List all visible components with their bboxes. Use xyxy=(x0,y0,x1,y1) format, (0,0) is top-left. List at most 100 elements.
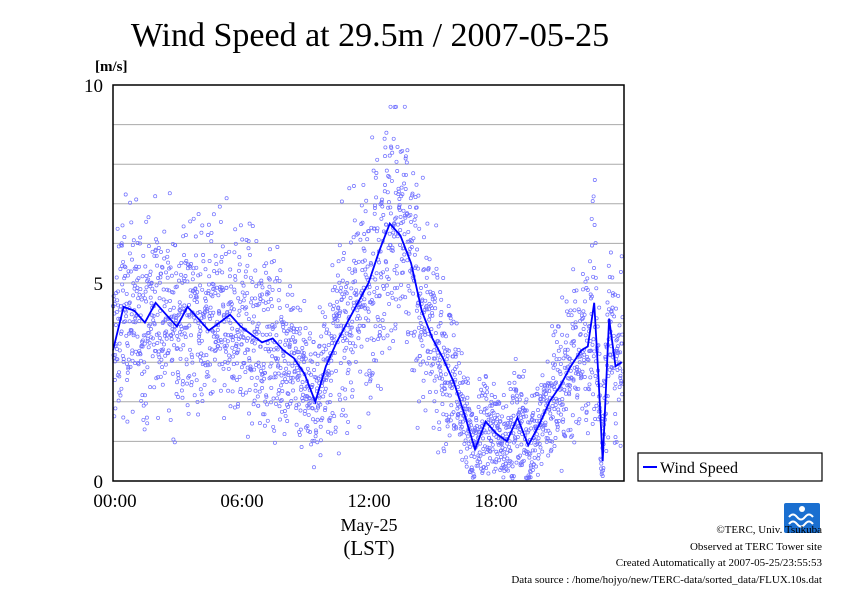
scatter-point xyxy=(512,380,517,385)
scatter-point xyxy=(423,408,428,413)
scatter-point xyxy=(571,267,576,272)
scatter-point xyxy=(485,390,490,395)
scatter-point xyxy=(120,223,125,228)
scatter-point xyxy=(314,430,319,435)
scatter-point xyxy=(156,276,161,280)
scatter-point xyxy=(349,286,354,291)
scatter-point xyxy=(218,388,223,393)
scatter-point xyxy=(539,461,544,466)
scatter-point xyxy=(228,267,233,272)
scatter-point xyxy=(256,360,261,365)
scatter-point xyxy=(265,290,270,295)
scatter-point xyxy=(284,331,289,336)
scatter-point xyxy=(413,214,418,219)
scatter-point xyxy=(308,352,313,357)
scatter-point xyxy=(258,296,263,301)
scatter-point xyxy=(288,379,293,384)
scatter-point xyxy=(138,352,143,357)
scatter-point xyxy=(367,368,372,373)
scatter-point xyxy=(267,324,272,329)
scatter-point xyxy=(422,326,427,331)
scatter-point xyxy=(378,386,383,391)
scatter-point xyxy=(129,328,134,333)
scatter-point xyxy=(432,399,437,404)
scatter-point xyxy=(304,393,309,398)
scatter-point xyxy=(207,346,212,351)
scatter-point xyxy=(161,297,166,302)
scatter-point xyxy=(565,347,570,352)
scatter-point xyxy=(469,423,474,428)
scatter-point xyxy=(352,267,357,272)
scatter-point xyxy=(198,387,203,392)
scatter-point xyxy=(210,281,215,286)
scatter-point xyxy=(190,277,195,282)
scatter-point xyxy=(306,412,311,417)
scatter-point xyxy=(354,292,359,297)
scatter-point xyxy=(376,337,381,342)
scatter-point xyxy=(195,310,200,315)
y-tick-label: 0 xyxy=(94,472,104,493)
scatter-point xyxy=(517,410,522,415)
scatter-point xyxy=(142,360,147,365)
scatter-point xyxy=(582,352,587,357)
scatter-point xyxy=(138,358,143,363)
scatter-point xyxy=(315,417,320,422)
scatter-point xyxy=(275,396,280,401)
scatter-point xyxy=(123,319,128,324)
scatter-point xyxy=(177,308,182,312)
scatter-point xyxy=(507,444,512,449)
scatter-point xyxy=(417,315,422,320)
scatter-point xyxy=(239,342,244,347)
scatter-point xyxy=(311,417,315,422)
scatter-point xyxy=(362,297,367,302)
scatter-point xyxy=(363,209,368,214)
scatter-point xyxy=(300,396,305,401)
scatter-point xyxy=(158,275,163,280)
scatter-point xyxy=(144,415,149,420)
scatter-point xyxy=(575,365,579,369)
scatter-point xyxy=(331,321,336,326)
scatter-point xyxy=(121,259,126,264)
scatter-point xyxy=(138,287,143,292)
scatter-point xyxy=(381,270,385,275)
scatter-point xyxy=(605,300,610,305)
scatter-point xyxy=(524,414,529,419)
scatter-point xyxy=(182,303,187,308)
scatter-point xyxy=(175,370,180,375)
scatter-point xyxy=(443,372,448,377)
scatter-point xyxy=(329,378,333,383)
scatter-point xyxy=(560,402,565,407)
scatter-point xyxy=(261,307,266,312)
scatter-point xyxy=(162,256,167,261)
scatter-point xyxy=(142,427,147,432)
scatter-point xyxy=(378,333,383,338)
scatter-point xyxy=(395,169,400,173)
scatter-point xyxy=(433,306,438,311)
scatter-point xyxy=(445,353,450,358)
scatter-point xyxy=(264,261,269,266)
scatter-point xyxy=(270,304,274,309)
scatter-point xyxy=(239,365,244,370)
scatter-point xyxy=(209,239,214,244)
scatter-point xyxy=(284,380,289,384)
scatter-point xyxy=(571,378,576,383)
scatter-point xyxy=(276,391,281,396)
scatter-point xyxy=(420,343,425,348)
scatter-point xyxy=(354,288,359,293)
scatter-point xyxy=(330,411,335,416)
scatter-point xyxy=(350,388,355,393)
scatter-point xyxy=(562,387,567,392)
scatter-point xyxy=(364,372,369,377)
scatter-point xyxy=(511,431,516,436)
scatter-point xyxy=(249,296,254,301)
scatter-point xyxy=(575,395,580,400)
scatter-point xyxy=(332,414,337,419)
scatter-point xyxy=(590,199,595,204)
scatter-point xyxy=(125,341,130,346)
scatter-point xyxy=(350,319,355,324)
scatter-point xyxy=(540,432,545,437)
scatter-point xyxy=(298,326,303,331)
scatter-point xyxy=(553,403,558,407)
scatter-point xyxy=(307,370,312,375)
scatter-point xyxy=(146,244,151,249)
